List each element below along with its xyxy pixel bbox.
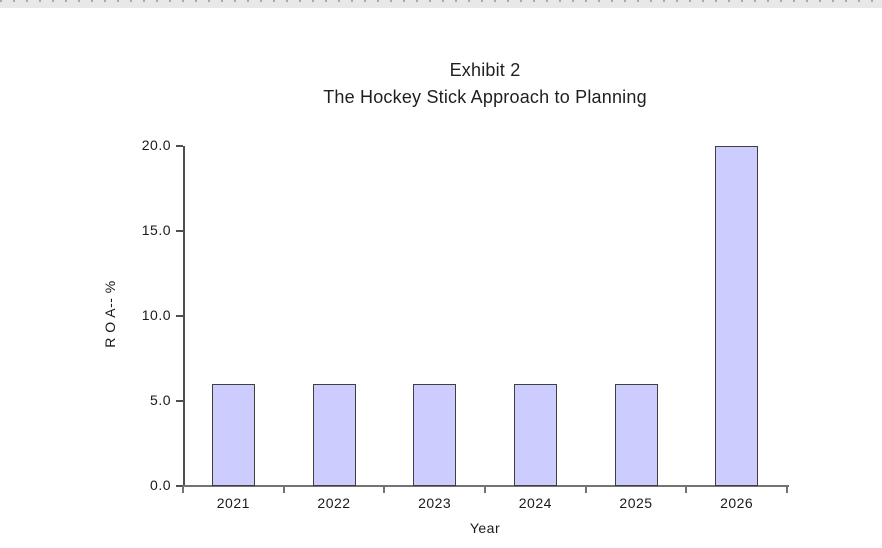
x-tick [584, 486, 587, 493]
y-tick [176, 145, 183, 147]
x-tick [282, 486, 285, 493]
x-tick [685, 486, 688, 493]
x-category-label: 2025 [619, 495, 653, 511]
bar [211, 384, 255, 486]
bar [413, 384, 457, 486]
chart-subtitle: The Hockey Stick Approach to Planning [323, 87, 647, 107]
y-tick-label: 5.0 [150, 392, 171, 408]
y-tick [176, 315, 183, 317]
y-tick [176, 485, 183, 487]
x-tick [786, 486, 788, 493]
y-tick-label: 20.0 [141, 137, 171, 153]
x-tick [484, 486, 486, 493]
y-tick-label: 0.0 [150, 477, 171, 493]
x-axis-line [183, 485, 789, 487]
y-tick [176, 400, 183, 402]
x-tick [383, 486, 386, 493]
x-tick [182, 486, 184, 493]
bar [614, 384, 658, 486]
x-category-label: 2022 [317, 495, 351, 511]
chart-title: Exhibit 2 [449, 60, 521, 80]
x-category-label: 2023 [418, 495, 452, 511]
x-category-label: 2026 [720, 495, 754, 511]
x-axis-title: Year [469, 520, 501, 536]
y-tick-label: 10.0 [141, 307, 171, 323]
y-tick-label: 15.0 [141, 222, 171, 238]
window-top-edge [0, 0, 882, 8]
bar [715, 146, 759, 486]
bar [513, 384, 557, 486]
y-axis-line [183, 146, 185, 487]
chart-title-block: Exhibit 2 The Hockey Stick Approach to P… [183, 57, 787, 111]
bar [312, 384, 356, 486]
x-category-label: 2021 [216, 495, 250, 511]
y-tick [176, 230, 183, 232]
y-axis-title: R O A-- % [102, 280, 118, 348]
x-category-label: 2024 [518, 495, 552, 511]
